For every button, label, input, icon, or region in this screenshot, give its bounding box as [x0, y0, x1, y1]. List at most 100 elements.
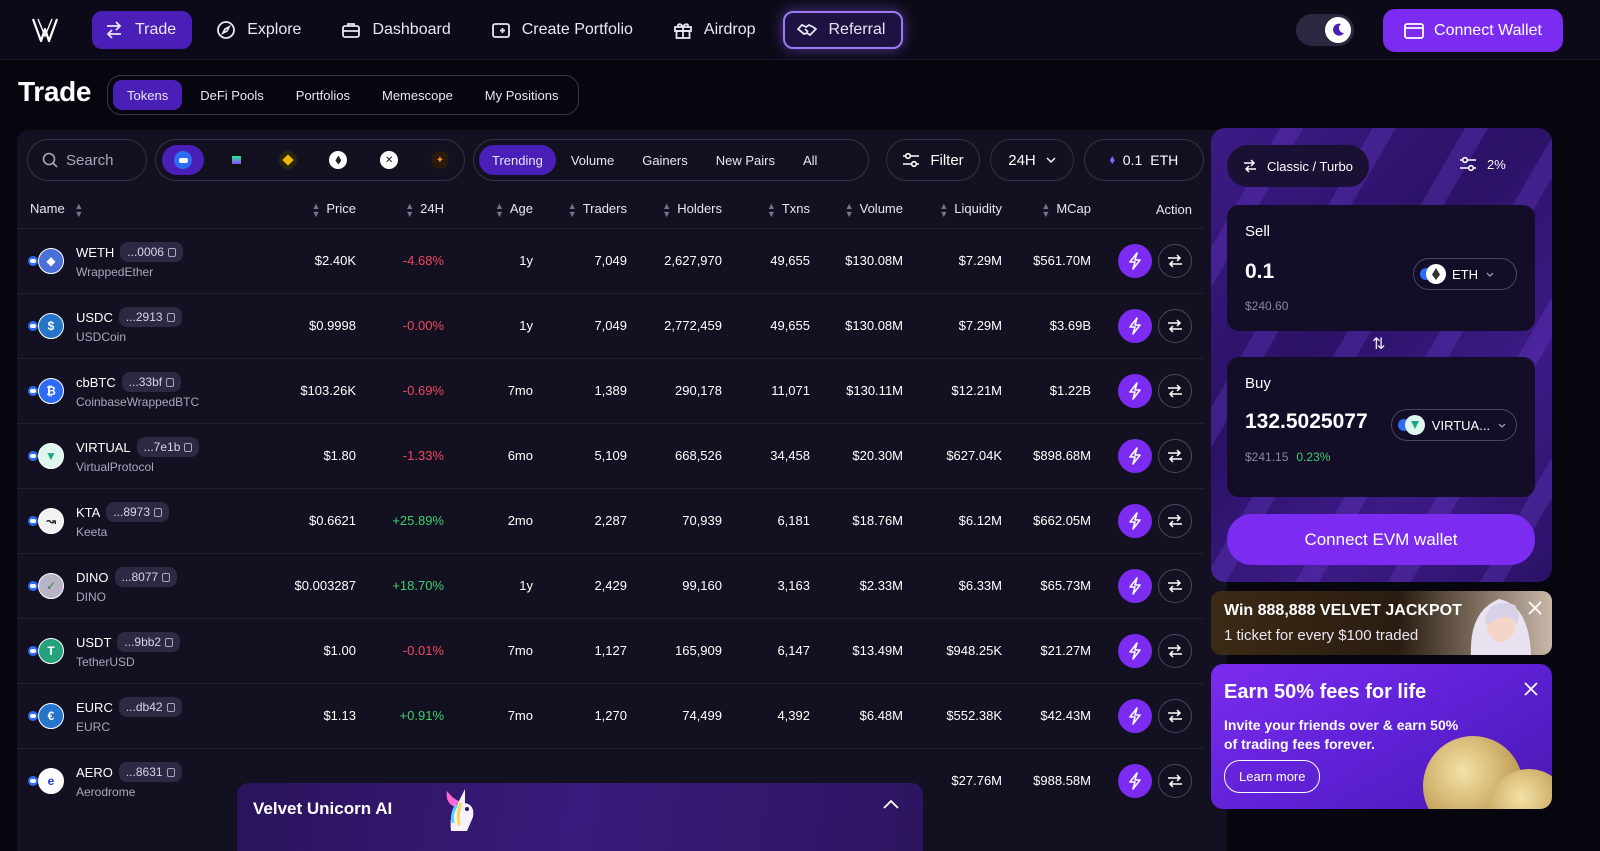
- close-icon[interactable]: [1524, 682, 1538, 696]
- sliders-icon: [1460, 156, 1476, 172]
- swap-button[interactable]: [1158, 568, 1192, 603]
- velvet-logo[interactable]: [32, 16, 58, 44]
- table-row[interactable]: ↝ KTA ...8973 Keeta $0.6621 +25.89% 2mo 2,2…: [17, 487, 1204, 553]
- col-mcap[interactable]: ▲ ▼ MCap: [1014, 192, 1103, 228]
- subtab-my-positions[interactable]: My Positions: [484, 87, 559, 103]
- sort-icon: ▲ ▼: [74, 201, 84, 220]
- base-chain-icon: [26, 253, 40, 268]
- subtab-defi-pools[interactable]: DeFi Pools: [200, 87, 264, 103]
- table-row[interactable]: ✓ DINO ...8077 DINO $0.003287 +18.70% 1y 2,…: [17, 552, 1204, 618]
- token-address-copy[interactable]: ...7e1b: [136, 437, 200, 457]
- swap-panel: Classic / Turbo 2% Sell 0.1 $240.60 ETH …: [1211, 128, 1552, 582]
- theme-toggle[interactable]: [1296, 14, 1354, 46]
- col-24h[interactable]: ▲ ▼ 24H: [368, 192, 456, 228]
- chain-ethereum[interactable]: [320, 145, 356, 175]
- col-txns[interactable]: ▲ ▼ Txns: [734, 192, 822, 228]
- col-age[interactable]: ▲ ▼ Age: [456, 192, 545, 228]
- nav-trade[interactable]: Trade: [92, 11, 193, 49]
- table-row[interactable]: ₿ cbBTC ...33bf CoinbaseWrappedBTC $103.…: [17, 357, 1204, 423]
- jackpot-banner[interactable]: Win 888,888 VELVET JACKPOT 1 ticket for …: [1211, 591, 1552, 655]
- sell-amount-input[interactable]: 0.1: [1245, 260, 1275, 283]
- swap-button[interactable]: [1158, 633, 1192, 668]
- category-new-pairs[interactable]: New Pairs: [715, 152, 775, 168]
- chain-bnb[interactable]: [270, 145, 306, 175]
- search-input[interactable]: Search: [27, 139, 147, 181]
- quick-buy-button[interactable]: [1118, 243, 1152, 278]
- cell-traders: 1,127: [545, 617, 639, 683]
- category-all[interactable]: All: [802, 152, 818, 168]
- token-icon: ◆: [38, 247, 64, 274]
- period-dropdown[interactable]: 24H: [990, 139, 1074, 181]
- token-address-copy[interactable]: ...db42: [118, 697, 182, 717]
- token-address-copy[interactable]: ...2913: [118, 307, 182, 327]
- quick-buy-button[interactable]: [1118, 373, 1152, 408]
- nav-airdrop-label: Airdrop: [703, 21, 756, 38]
- subtab-tokens[interactable]: Tokens: [113, 80, 183, 110]
- quick-buy-button[interactable]: [1118, 568, 1152, 603]
- table-row[interactable]: $ USDC ...2913 USDCoin $0.9998 -0.00% 1y 7,…: [17, 292, 1204, 358]
- cell-mcap: $662.05M: [1014, 487, 1103, 553]
- chain-base[interactable]: [162, 145, 204, 175]
- nav-airdrop[interactable]: Airdrop: [661, 11, 772, 49]
- token-name: VirtualProtocol: [76, 460, 154, 474]
- swap-button[interactable]: [1158, 503, 1192, 538]
- token-address-copy[interactable]: ...8973: [106, 502, 170, 522]
- quick-buy-button[interactable]: [1118, 633, 1152, 668]
- swap-button[interactable]: [1158, 438, 1192, 473]
- category-trending[interactable]: Trending: [479, 145, 556, 175]
- filter-button[interactable]: Filter: [886, 139, 980, 181]
- nav-create-portfolio[interactable]: Create Portfolio: [479, 11, 649, 49]
- col-name[interactable]: Name ▲ ▼: [17, 192, 282, 228]
- swap-button[interactable]: [1158, 763, 1192, 798]
- chain-hyperliquid[interactable]: ✦: [422, 145, 458, 175]
- chain-arbitrum[interactable]: ✕: [371, 145, 407, 175]
- token-address-copy[interactable]: ...33bf: [121, 372, 182, 392]
- category-gainers[interactable]: Gainers: [642, 152, 688, 168]
- table-row[interactable]: T USDT ...9bb2 TetherUSD $1.00 -0.01% 7mo 1…: [17, 617, 1204, 683]
- quick-buy-button[interactable]: [1118, 698, 1152, 733]
- table-row[interactable]: ◆ WETH ...0006 WrappedEther $2.40K -4.68%…: [17, 227, 1204, 293]
- token-address-copy[interactable]: ...9bb2: [117, 632, 181, 652]
- token-address-copy[interactable]: ...8077: [114, 567, 178, 587]
- col-price[interactable]: ▲ ▼ Price: [282, 192, 368, 228]
- col-traders[interactable]: ▲ ▼ Traders: [545, 192, 639, 228]
- filter-label: Filter: [930, 151, 964, 169]
- subtab-portfolios[interactable]: Portfolios: [295, 87, 350, 103]
- connect-wallet-button[interactable]: Connect Wallet: [1383, 9, 1563, 52]
- quick-buy-amount[interactable]: 0.1 ETH: [1084, 139, 1204, 181]
- table-row[interactable]: ▼ VIRTUAL ...7e1b VirtualProtocol $1.80-…: [17, 422, 1204, 488]
- swap-direction-icon[interactable]: ⇅: [1372, 336, 1386, 353]
- swap-button[interactable]: [1158, 243, 1192, 278]
- quick-buy-button[interactable]: [1118, 503, 1152, 538]
- nav-explore[interactable]: Explore: [204, 11, 317, 49]
- connect-evm-wallet-button[interactable]: Connect EVM wallet: [1227, 514, 1535, 565]
- nav-dashboard[interactable]: Dashboard: [329, 11, 466, 49]
- nav-referral[interactable]: Referral: [783, 11, 904, 49]
- quick-buy-button[interactable]: [1118, 308, 1152, 343]
- token-address-copy[interactable]: ...0006: [120, 242, 183, 262]
- bnb-icon: [278, 151, 297, 169]
- search-placeholder: Search: [66, 151, 114, 169]
- velvet-unicorn-ai-bar[interactable]: Velvet Unicorn AI: [237, 783, 923, 851]
- table-row[interactable]: € EURC ...db42 EURC $1.13 +0.91% 7mo 1,270 7…: [17, 682, 1204, 748]
- close-icon[interactable]: [1528, 601, 1542, 615]
- col-liquidity[interactable]: ▲ ▼ Liquidity: [915, 192, 1014, 228]
- trade-mode-toggle[interactable]: Classic / Turbo: [1227, 145, 1369, 187]
- quick-buy-button[interactable]: [1118, 763, 1152, 798]
- swap-button[interactable]: [1158, 698, 1192, 733]
- swap-button[interactable]: [1158, 308, 1192, 343]
- col-volume[interactable]: ▲ ▼ Volume: [822, 192, 915, 228]
- quick-buy-button[interactable]: [1118, 438, 1152, 473]
- slippage-settings[interactable]: 2%: [1459, 156, 1506, 172]
- action-cell: [1103, 422, 1204, 488]
- subtab-memescope[interactable]: Memescope: [381, 87, 453, 103]
- buy-token-select[interactable]: VIRTUA...: [1391, 409, 1517, 441]
- chain-solana[interactable]: [219, 145, 255, 175]
- swap-button[interactable]: [1158, 373, 1192, 408]
- token-cell: $ USDC ...2913 USDCoin: [17, 292, 282, 358]
- category-volume[interactable]: Volume: [570, 152, 615, 168]
- sell-token-select[interactable]: ETH: [1413, 258, 1517, 290]
- token-address-copy[interactable]: ...8631: [118, 762, 182, 783]
- col-holders[interactable]: ▲ ▼ Holders: [639, 192, 734, 228]
- learn-more-button[interactable]: Learn more: [1224, 760, 1321, 793]
